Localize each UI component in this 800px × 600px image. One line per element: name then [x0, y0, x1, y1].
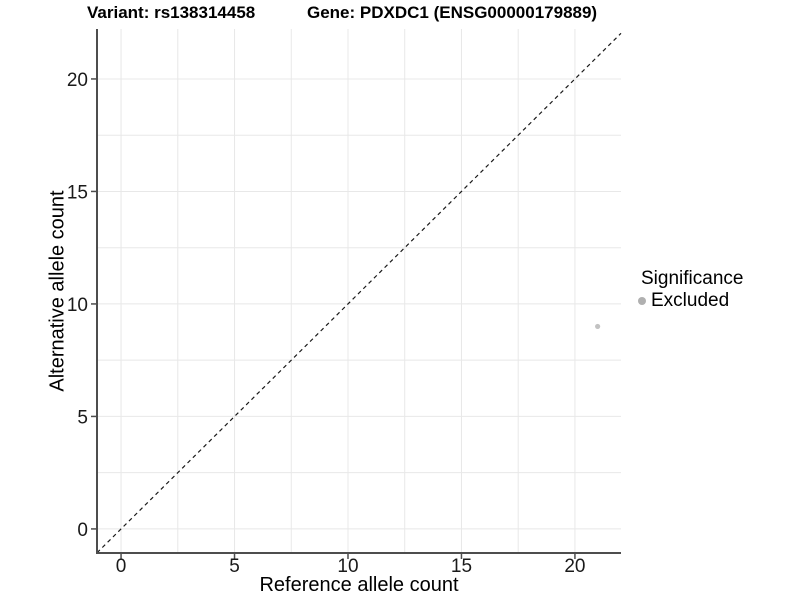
legend-item-label: Excluded [651, 290, 730, 311]
legend-item-excluded: Excluded [633, 291, 743, 311]
x-tick-label: 15 [451, 556, 472, 577]
plot-title-gene: Gene: PDXDC1 (ENSG00000179889) [307, 3, 598, 22]
legend-title: Significance [641, 268, 744, 289]
y-tick-label: 0 [77, 520, 88, 541]
y-tick-label: 10 [67, 295, 88, 316]
legend: Significance Excluded [633, 268, 743, 311]
y-tick-label: 5 [77, 407, 88, 428]
x-axis-title: Reference allele count [259, 574, 459, 596]
x-tick-label: 5 [229, 556, 240, 577]
y-tick-label: 15 [67, 182, 88, 203]
data-point-excluded [595, 323, 601, 330]
y-tick-label: 20 [67, 70, 88, 91]
x-tick-label: 0 [116, 556, 127, 577]
identity-reference-line [96, 32, 622, 554]
y-axis-title: Alternative allele count [46, 190, 69, 392]
legend-point-icon [638, 297, 646, 305]
x-tick-label: 20 [564, 556, 585, 577]
x-tick-label: 10 [337, 556, 358, 577]
plot-title-variant: Variant: rs138314458 [87, 3, 256, 22]
gridlines [97, 29, 621, 553]
